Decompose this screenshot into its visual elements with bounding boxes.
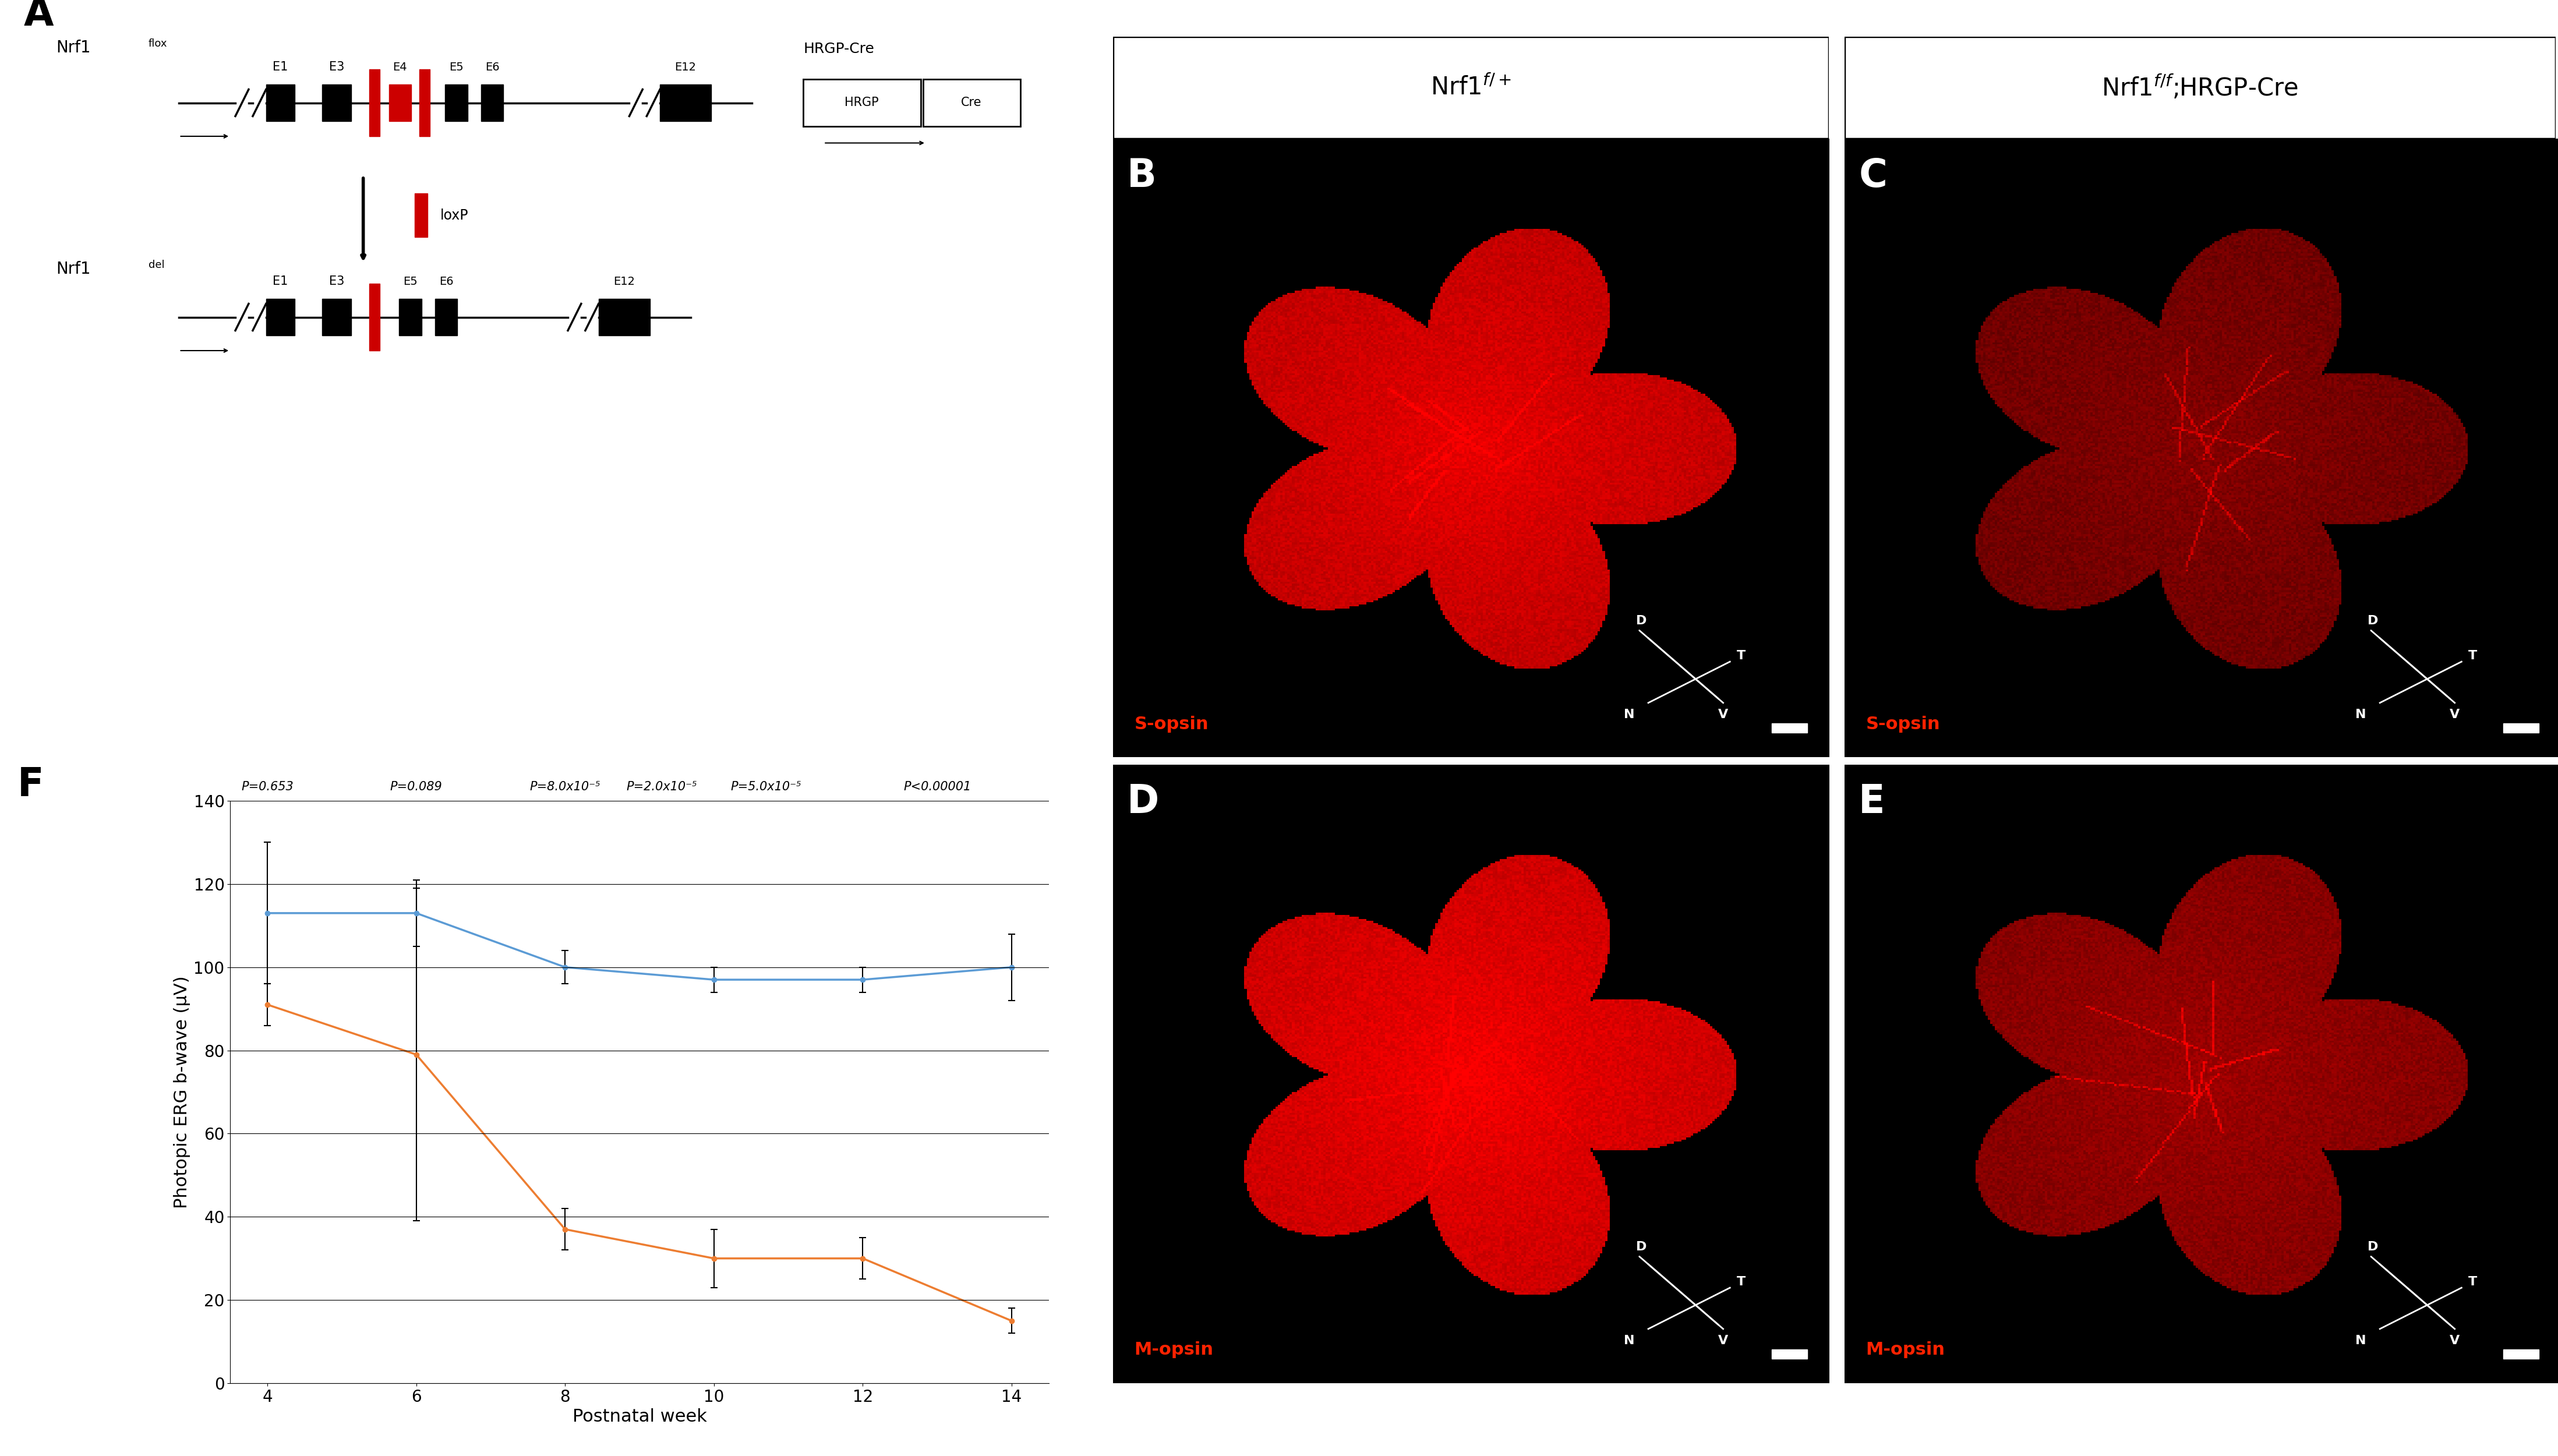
- Text: T: T: [1737, 1275, 1745, 1287]
- Bar: [322, 298, 350, 335]
- Text: P<0.00001: P<0.00001: [903, 780, 972, 792]
- Text: E: E: [1860, 783, 1885, 821]
- Text: B: B: [1128, 157, 1156, 195]
- Text: D: D: [2369, 614, 2379, 626]
- Bar: [1773, 1350, 1809, 1358]
- Text: N: N: [1624, 1335, 1635, 1347]
- Text: D: D: [1637, 1241, 1647, 1252]
- Text: HRGP: HRGP: [844, 98, 877, 109]
- Bar: [481, 84, 504, 121]
- Bar: [660, 84, 711, 121]
- Bar: [368, 70, 379, 137]
- Text: M-opsin: M-opsin: [1865, 1341, 1944, 1358]
- Text: D: D: [1637, 614, 1647, 626]
- Bar: [803, 79, 921, 127]
- Bar: [399, 298, 422, 335]
- Text: T: T: [2468, 649, 2476, 661]
- Bar: [389, 84, 412, 121]
- Text: loxP: loxP: [440, 208, 468, 223]
- Bar: [435, 298, 458, 335]
- Bar: [2504, 1350, 2540, 1358]
- Bar: [414, 194, 427, 237]
- Text: N: N: [2356, 709, 2366, 721]
- Text: V: V: [2451, 1335, 2461, 1347]
- Text: P=2.0x10⁻⁵: P=2.0x10⁻⁵: [627, 780, 698, 792]
- Bar: [1773, 724, 1809, 732]
- Text: C: C: [1860, 157, 1888, 195]
- Text: E5: E5: [450, 61, 463, 73]
- X-axis label: Postnatal week: Postnatal week: [573, 1408, 706, 1425]
- Text: S-opsin: S-opsin: [1865, 715, 1939, 732]
- Text: E1: E1: [274, 61, 289, 73]
- Text: Cre: Cre: [962, 98, 982, 109]
- Text: D: D: [1128, 783, 1159, 821]
- Text: N: N: [1624, 709, 1635, 721]
- Bar: [368, 284, 379, 351]
- Text: del: del: [148, 259, 164, 271]
- Text: E1: E1: [274, 275, 289, 287]
- Text: T: T: [1737, 649, 1745, 661]
- Text: N: N: [2356, 1335, 2366, 1347]
- Text: V: V: [2451, 709, 2461, 721]
- Text: V: V: [1719, 709, 1729, 721]
- Text: F: F: [18, 766, 43, 804]
- Text: HRGP-Cre: HRGP-Cre: [803, 42, 875, 55]
- Bar: [445, 84, 468, 121]
- Text: D: D: [2369, 1241, 2379, 1252]
- Bar: [599, 298, 650, 335]
- Text: E5: E5: [404, 277, 417, 287]
- Y-axis label: Photopic ERG b-wave (μV): Photopic ERG b-wave (μV): [174, 976, 189, 1208]
- Text: E12: E12: [675, 61, 696, 73]
- Text: T: T: [2468, 1275, 2476, 1287]
- Text: Nrf1$^{f/+}$: Nrf1$^{f/+}$: [1430, 74, 1512, 100]
- Bar: [923, 79, 1021, 127]
- Text: Nrf1: Nrf1: [56, 39, 92, 55]
- Text: P=5.0x10⁻⁵: P=5.0x10⁻⁵: [732, 780, 801, 792]
- Text: A: A: [23, 0, 54, 33]
- Text: flox: flox: [148, 39, 166, 50]
- Bar: [420, 70, 430, 137]
- Text: V: V: [1719, 1335, 1729, 1347]
- Bar: [266, 84, 294, 121]
- Text: M-opsin: M-opsin: [1133, 1341, 1212, 1358]
- Text: E6: E6: [486, 61, 499, 73]
- Bar: [266, 298, 294, 335]
- Bar: [2504, 724, 2540, 732]
- Text: P=0.089: P=0.089: [391, 780, 443, 792]
- Text: E3: E3: [330, 61, 345, 73]
- Text: P=8.0x10⁻⁵: P=8.0x10⁻⁵: [530, 780, 601, 792]
- Text: E4: E4: [394, 61, 407, 73]
- Text: E6: E6: [440, 277, 453, 287]
- Bar: [322, 84, 350, 121]
- Text: E12: E12: [614, 277, 634, 287]
- Text: S-opsin: S-opsin: [1133, 715, 1207, 732]
- Text: Nrf1: Nrf1: [56, 261, 92, 277]
- Text: P=0.653: P=0.653: [240, 780, 294, 792]
- Text: Nrf1$^{f/f}$;HRGP-Cre: Nrf1$^{f/f}$;HRGP-Cre: [2103, 73, 2297, 102]
- Text: E3: E3: [330, 275, 345, 287]
